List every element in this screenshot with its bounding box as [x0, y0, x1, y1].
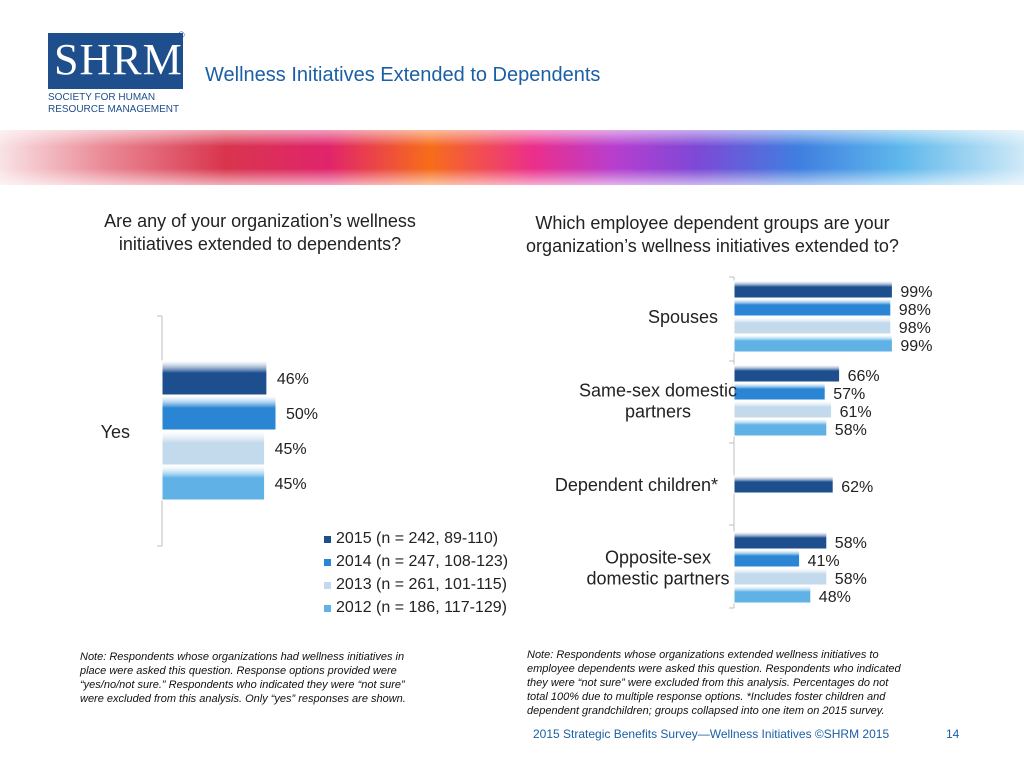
category-label: Dependent children* — [555, 475, 718, 495]
bar — [733, 567, 828, 586]
bar — [733, 585, 812, 604]
legend-swatch — [324, 582, 331, 589]
data-label: 45% — [275, 441, 307, 458]
note-line: dependent grandchildren; groups collapse… — [527, 705, 885, 717]
note-line: total 100% due to multiple response opti… — [527, 691, 886, 703]
note-line: Note: Respondents whose organizations ex… — [527, 649, 879, 661]
data-label: 58% — [835, 571, 867, 588]
data-label: 41% — [808, 553, 840, 570]
logo-text: SHRM — [54, 35, 183, 84]
bar — [733, 298, 892, 317]
note-line: were excluded from this analysis. Only “… — [80, 693, 406, 705]
note-line: they were “not sure” were excluded from … — [527, 677, 889, 689]
slide-title: Wellness Initiatives Extended to Depende… — [205, 64, 601, 86]
data-label: 45% — [275, 476, 307, 493]
decorative-gradient-band — [0, 130, 1024, 185]
bar — [161, 395, 277, 431]
category-label: domestic partners — [586, 569, 729, 589]
category-label: Opposite-sex — [605, 548, 711, 568]
bar — [733, 334, 893, 353]
data-label: 58% — [835, 422, 867, 439]
page-number: 14 — [946, 727, 960, 741]
logo-subtitle: SOCIETY FOR HUMAN RESOURCE MANAGEMENT — [48, 92, 208, 116]
note-line: place were asked this question. Response… — [80, 665, 397, 677]
bar — [161, 430, 266, 466]
shrm-logo: SHRM — [48, 33, 183, 89]
data-label: 98% — [899, 320, 931, 337]
logo-subtitle-line: RESOURCE MANAGEMENT — [48, 104, 180, 115]
note-line: Note: Respondents whose organizations ha… — [80, 651, 405, 663]
data-label: 62% — [841, 479, 873, 496]
data-label: 57% — [833, 386, 865, 403]
legend-label: 2012 (n = 186, 117-129) — [336, 599, 507, 616]
bar — [733, 400, 833, 419]
data-label: 99% — [900, 284, 932, 301]
legend-swatch — [324, 559, 331, 566]
logo-subtitle-line: SOCIETY FOR HUMAN — [48, 92, 156, 103]
data-label: 99% — [900, 338, 932, 355]
question-line: Are any of your organization’s wellness — [104, 211, 416, 231]
left-question: Are any of your organization’s wellness … — [60, 210, 460, 256]
category-label: Same-sex domestic — [579, 381, 737, 401]
left-note: Note: Respondents whose organizations ha… — [80, 650, 480, 706]
bar — [733, 316, 892, 335]
bar — [161, 465, 266, 501]
question-line: Which employee dependent groups are your — [535, 213, 890, 233]
right-bar-chart: 99%98%98%99%Spouses66%57%61%58%Same-sex … — [555, 276, 932, 609]
bar — [733, 475, 834, 494]
bar — [733, 418, 828, 437]
data-label: 98% — [899, 302, 931, 319]
bar — [733, 549, 801, 568]
legend-swatch — [324, 536, 331, 543]
legend-label: 2015 (n = 242, 89-110) — [336, 530, 498, 547]
data-label: 46% — [277, 371, 309, 388]
data-label: 66% — [848, 368, 880, 385]
category-label: Yes — [101, 422, 130, 442]
legend-swatch — [324, 605, 331, 612]
question-line: organization’s wellness initiatives exte… — [526, 236, 899, 256]
note-line: employee dependents were asked this ques… — [527, 663, 901, 675]
legend-label: 2013 (n = 261, 101-115) — [336, 576, 507, 593]
bar — [161, 360, 268, 396]
category-label: Spouses — [648, 307, 718, 327]
footer-text: 2015 Strategic Benefits Survey—Wellness … — [533, 727, 890, 741]
right-note: Note: Respondents whose organizations ex… — [527, 648, 977, 718]
right-question: Which employee dependent groups are your… — [490, 212, 935, 258]
data-label: 50% — [286, 406, 318, 423]
registered-mark: ® — [178, 30, 185, 40]
question-line: initiatives extended to dependents? — [118, 234, 402, 254]
bar — [733, 382, 826, 401]
data-label: 61% — [840, 404, 872, 421]
bar — [733, 531, 828, 550]
legend-label: 2014 (n = 247, 108-123) — [336, 553, 508, 570]
bar — [733, 280, 893, 299]
data-label: 48% — [819, 589, 851, 606]
category-label: partners — [625, 402, 691, 422]
bar — [733, 364, 841, 383]
data-label: 58% — [835, 535, 867, 552]
left-bar-chart: 46% 50% 45% 45% Yes 2015 (n = 242, 89-110) 201… — [101, 315, 508, 616]
note-line: “yes/no/not sure.” Respondents who indic… — [80, 679, 405, 691]
